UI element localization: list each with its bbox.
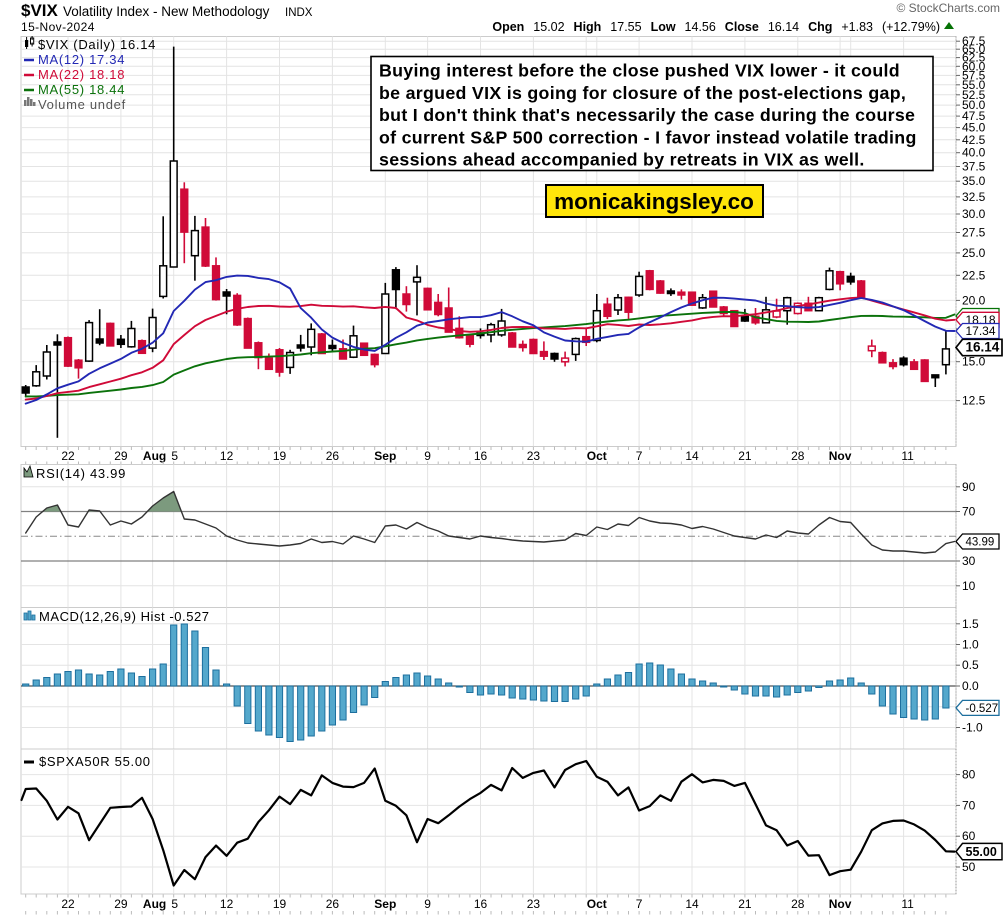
svg-text:55.0: 55.0 bbox=[962, 78, 986, 92]
svg-text:-1.0: -1.0 bbox=[962, 721, 983, 735]
svg-text:0.5: 0.5 bbox=[962, 658, 979, 672]
svg-text:15-Nov-2024: 15-Nov-2024 bbox=[21, 20, 95, 34]
svg-text:17.34: 17.34 bbox=[966, 324, 996, 338]
svg-text:MACD(12,26,9) Hist -0.527: MACD(12,26,9) Hist -0.527 bbox=[39, 609, 210, 624]
svg-text:be argued VIX is going for clo: be argued VIX is going for closure of th… bbox=[379, 83, 906, 103]
svg-text:1.0: 1.0 bbox=[962, 638, 979, 652]
svg-text:21: 21 bbox=[738, 449, 752, 463]
svg-text:50: 50 bbox=[962, 860, 976, 874]
svg-text:$VIX: $VIX bbox=[21, 1, 59, 20]
svg-text:sessions ahead accompanied by: sessions ahead accompanied by retreats i… bbox=[379, 150, 865, 170]
svg-text:37.5: 37.5 bbox=[962, 160, 986, 174]
svg-text:16.14: 16.14 bbox=[966, 340, 1000, 355]
svg-text:55.00: 55.00 bbox=[966, 845, 997, 859]
svg-text:32.5: 32.5 bbox=[962, 190, 986, 204]
svg-text:22.5: 22.5 bbox=[962, 268, 986, 282]
svg-text:MA(55) 18.44: MA(55) 18.44 bbox=[38, 82, 125, 97]
svg-text:Aug: Aug bbox=[143, 897, 166, 911]
svg-text:INDX: INDX bbox=[285, 7, 313, 19]
svg-text:50.0: 50.0 bbox=[962, 98, 986, 112]
svg-text:23: 23 bbox=[527, 449, 541, 463]
svg-text:1.5: 1.5 bbox=[962, 617, 979, 631]
svg-text:MA(12) 17.34: MA(12) 17.34 bbox=[38, 52, 125, 67]
svg-text:Oct: Oct bbox=[587, 897, 607, 911]
svg-text:22: 22 bbox=[61, 449, 75, 463]
svg-text:$VIX (Daily) 16.14: $VIX (Daily) 16.14 bbox=[38, 37, 156, 52]
svg-text:9: 9 bbox=[424, 897, 431, 911]
svg-text:16: 16 bbox=[474, 449, 488, 463]
svg-text:19: 19 bbox=[273, 449, 287, 463]
svg-text:© StockCharts.com: © StockCharts.com bbox=[896, 1, 1000, 15]
svg-text:$SPXA50R 55.00: $SPXA50R 55.00 bbox=[39, 754, 151, 769]
svg-text:MA(22) 18.18: MA(22) 18.18 bbox=[38, 67, 125, 82]
svg-text:80: 80 bbox=[962, 768, 976, 782]
svg-text:62.5: 62.5 bbox=[962, 51, 986, 65]
svg-text:Volume undef: Volume undef bbox=[38, 97, 126, 112]
svg-text:29: 29 bbox=[114, 897, 128, 911]
svg-text:of current S&P 500 correction: of current S&P 500 correction - I favor … bbox=[379, 127, 917, 147]
svg-text:12: 12 bbox=[220, 449, 234, 463]
svg-text:90: 90 bbox=[962, 480, 976, 494]
svg-text:monicakingsley.co: monicakingsley.co bbox=[554, 189, 754, 214]
svg-text:60.0: 60.0 bbox=[962, 59, 986, 73]
svg-text:25.0: 25.0 bbox=[962, 246, 986, 260]
svg-text:16: 16 bbox=[474, 897, 488, 911]
svg-text:Sep: Sep bbox=[374, 449, 396, 463]
svg-text:but I don't think that's neces: but I don't think that's necessarily the… bbox=[379, 105, 915, 125]
svg-text:7: 7 bbox=[636, 897, 643, 911]
svg-text:Sep: Sep bbox=[374, 897, 396, 911]
svg-text:52.5: 52.5 bbox=[962, 88, 986, 102]
svg-text:65.0: 65.0 bbox=[962, 42, 986, 56]
svg-text:26: 26 bbox=[326, 449, 340, 463]
svg-text:26: 26 bbox=[326, 897, 340, 911]
svg-text:9: 9 bbox=[424, 449, 431, 463]
svg-text:14: 14 bbox=[685, 897, 699, 911]
svg-text:43.99: 43.99 bbox=[966, 537, 995, 549]
svg-text:11: 11 bbox=[901, 897, 914, 911]
svg-text:30: 30 bbox=[962, 554, 976, 568]
svg-text:23: 23 bbox=[527, 897, 541, 911]
svg-text:42.5: 42.5 bbox=[962, 133, 986, 147]
svg-text:14: 14 bbox=[685, 449, 699, 463]
svg-text:12: 12 bbox=[220, 897, 234, 911]
svg-text:21: 21 bbox=[738, 897, 752, 911]
svg-text:20.0: 20.0 bbox=[962, 293, 986, 307]
svg-text:60: 60 bbox=[962, 829, 976, 843]
svg-text:70: 70 bbox=[962, 798, 976, 812]
svg-text:5: 5 bbox=[171, 897, 178, 911]
svg-text:28: 28 bbox=[791, 897, 805, 911]
svg-text:11: 11 bbox=[901, 449, 914, 463]
svg-text:5: 5 bbox=[171, 449, 178, 463]
svg-text:12.5: 12.5 bbox=[962, 394, 986, 408]
svg-text:70: 70 bbox=[962, 505, 976, 519]
svg-text:-0.527: -0.527 bbox=[966, 703, 999, 715]
svg-text:67.5: 67.5 bbox=[962, 34, 986, 48]
svg-text:Open 15.02 High 17.55 Low 14.5: Open 15.02 High 17.55 Low 14.56 Close 16… bbox=[492, 20, 940, 34]
svg-text:27.5: 27.5 bbox=[962, 226, 986, 240]
svg-text:35.0: 35.0 bbox=[962, 174, 986, 188]
svg-text:29: 29 bbox=[114, 449, 128, 463]
svg-text:RSI(14) 43.99: RSI(14) 43.99 bbox=[36, 466, 126, 481]
svg-text:40.0: 40.0 bbox=[962, 146, 986, 160]
svg-text:28: 28 bbox=[791, 449, 805, 463]
svg-text:Nov: Nov bbox=[829, 897, 852, 911]
svg-text:22: 22 bbox=[61, 897, 75, 911]
svg-text:7: 7 bbox=[636, 449, 643, 463]
svg-text:47.5: 47.5 bbox=[962, 109, 986, 123]
svg-text:0.0: 0.0 bbox=[962, 679, 979, 693]
svg-text:15.0: 15.0 bbox=[962, 355, 986, 369]
svg-text:19: 19 bbox=[273, 897, 287, 911]
svg-text:Oct: Oct bbox=[587, 449, 607, 463]
svg-text:Buying interest before the clo: Buying interest before the close pushed … bbox=[379, 61, 900, 81]
svg-text:Aug: Aug bbox=[143, 449, 166, 463]
svg-text:10: 10 bbox=[962, 579, 976, 593]
svg-text:57.5: 57.5 bbox=[962, 68, 986, 82]
svg-text:Volatility Index - New Methodo: Volatility Index - New Methodology bbox=[63, 4, 270, 19]
svg-text:Nov: Nov bbox=[829, 449, 852, 463]
svg-text:30.0: 30.0 bbox=[962, 207, 986, 221]
svg-text:45.0: 45.0 bbox=[962, 121, 986, 135]
